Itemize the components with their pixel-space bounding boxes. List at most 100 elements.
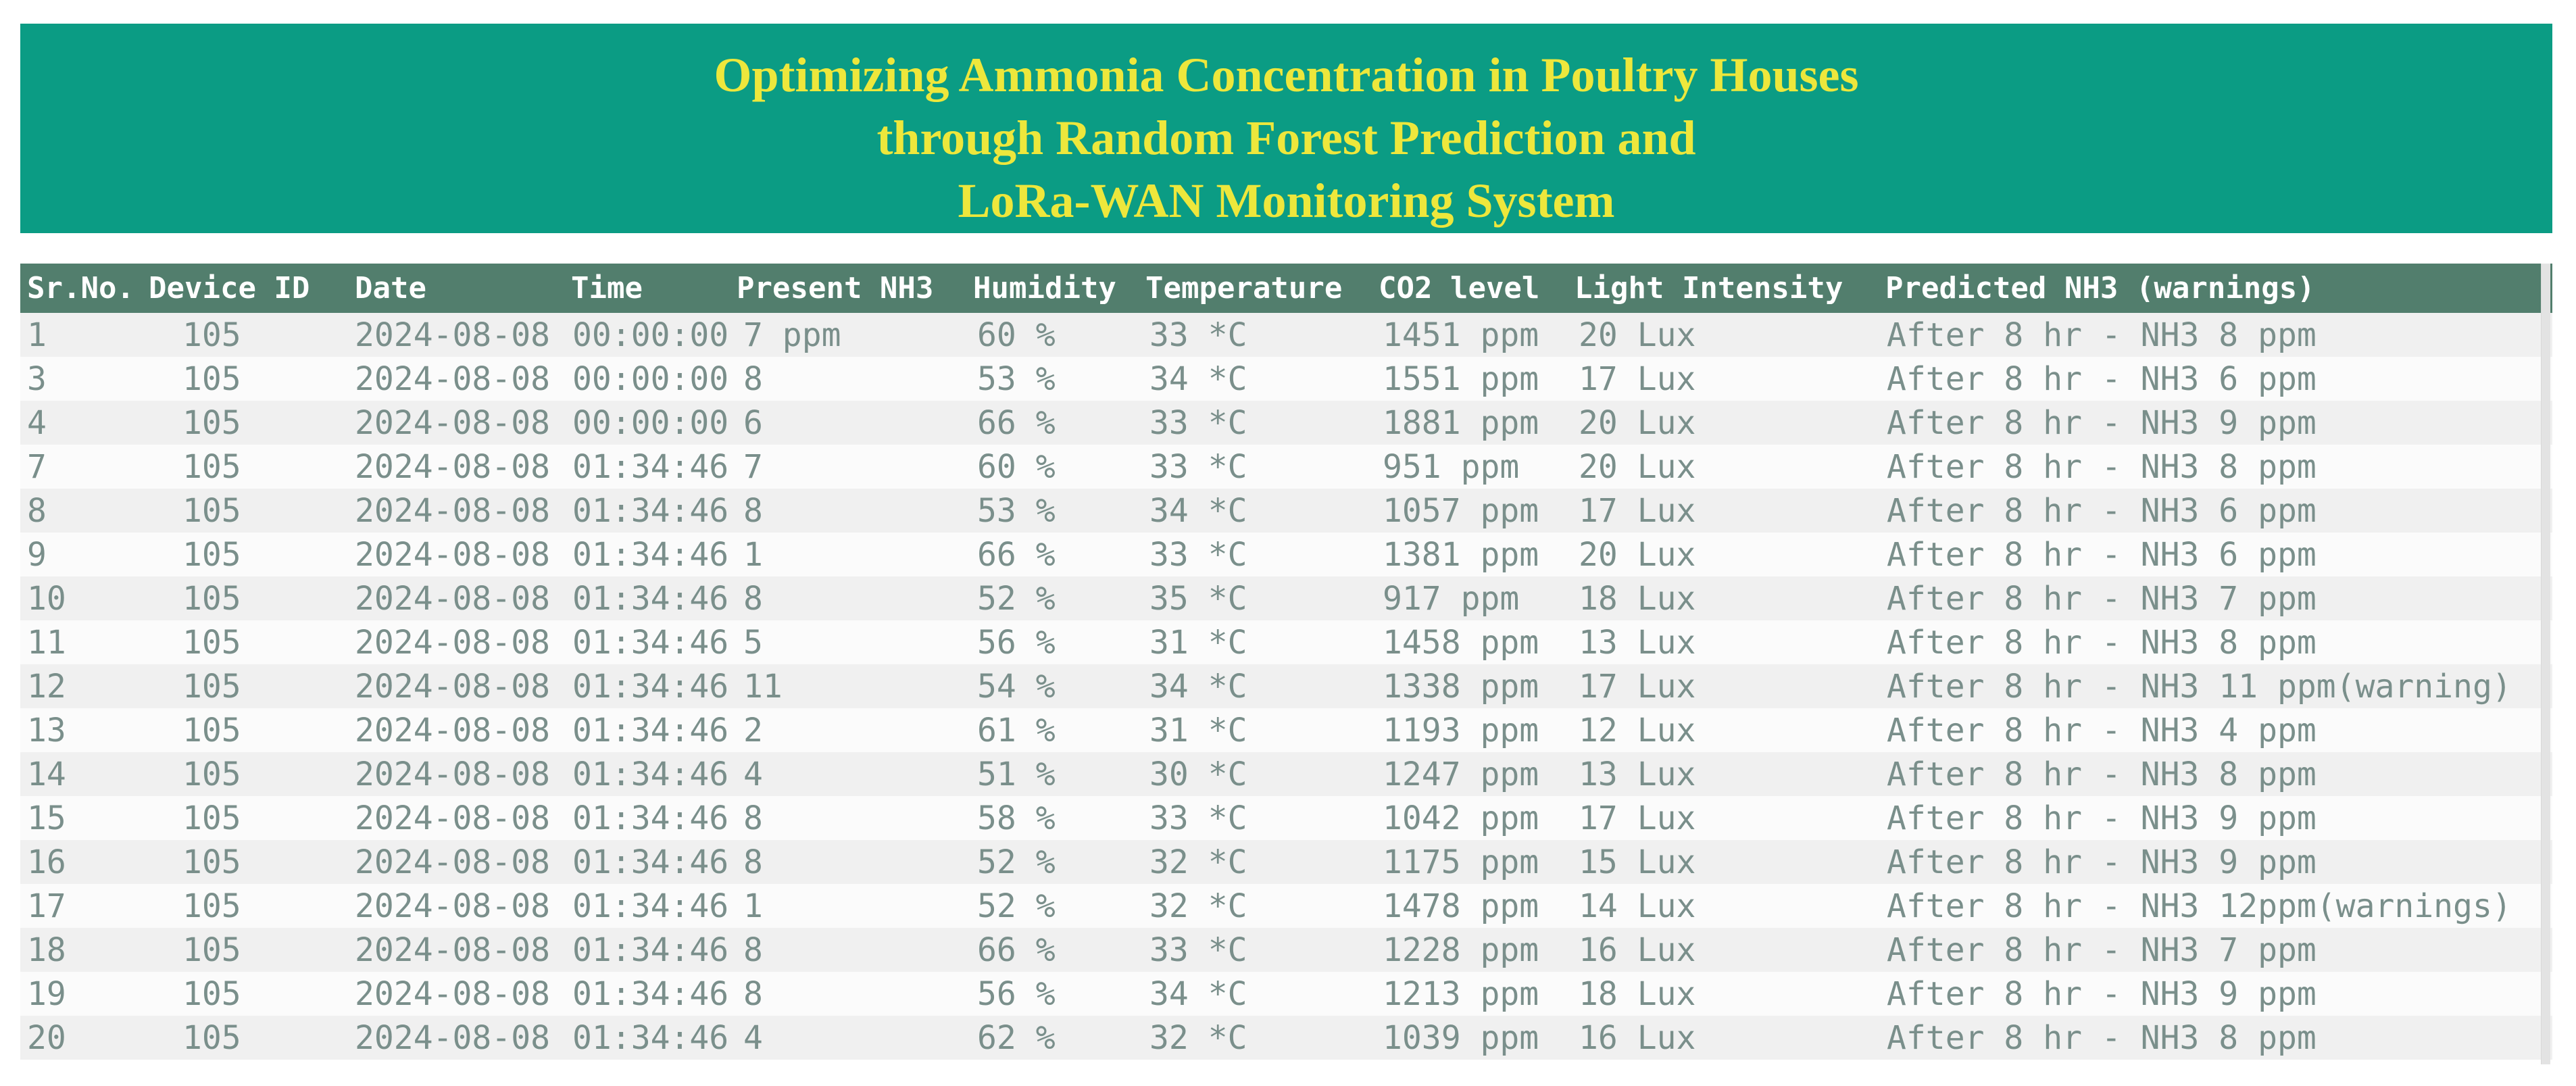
table-row: 11 105 2024-08-08 01:34:46 5 56 % 31 *C 1458 pp… [20, 620, 2552, 664]
cell-device-id: 105 [182, 667, 241, 706]
column-header-present-nh3: Present NH3 [730, 264, 966, 313]
cell-humidity: 61 % [977, 711, 1056, 749]
column-header-device-id: Device ID [142, 264, 348, 313]
cell-sr-no: 9 [27, 535, 47, 574]
cell-device-id: 105 [182, 843, 241, 881]
cell-humidity: 51 % [977, 755, 1056, 793]
cell-light-intensity: 17 Lux [1579, 799, 1696, 837]
cell-humidity: 54 % [977, 667, 1056, 706]
cell-humidity: 52 % [977, 579, 1056, 618]
cell-light-intensity: 20 Lux [1579, 447, 1696, 486]
cell-date: 2024-08-08 [355, 974, 550, 1013]
cell-present-nh3: 8 [743, 491, 763, 530]
cell-date: 2024-08-08 [355, 316, 550, 354]
cell-light-intensity: 17 Lux [1579, 491, 1696, 530]
cell-present-nh3: 1 [743, 535, 763, 574]
table-row: 12 105 2024-08-08 01:34:46 11 54 % 34 *C 1338 p… [20, 664, 2552, 708]
cell-device-id: 105 [182, 535, 241, 574]
cell-date: 2024-08-08 [355, 931, 550, 969]
cell-device-id: 105 [182, 931, 241, 969]
cell-co2-level: 1458 ppm [1383, 623, 1539, 662]
cell-co2-level: 1057 ppm [1383, 491, 1539, 530]
cell-present-nh3: 8 [743, 360, 763, 398]
table-body: 1 105 2024-08-08 00:00:00 7 ppm 60 % 33 *C 1451… [20, 313, 2552, 1060]
cell-date: 2024-08-08 [355, 711, 550, 749]
cell-date: 2024-08-08 [355, 579, 550, 618]
cell-present-nh3: 7 ppm [743, 316, 841, 354]
cell-temperature: 33 *C [1149, 316, 1247, 354]
sensor-table-container: Sr.No. Device ID Date Time Present NH3 Humidi… [20, 264, 2552, 1060]
cell-predicted-nh3-warnings: After 8 hr - NH3 6 ppm [1887, 360, 2317, 398]
cell-predicted-nh3-warnings: After 8 hr - NH3 9 ppm [1887, 799, 2317, 837]
cell-sr-no: 16 [27, 843, 66, 881]
table-row: 17 105 2024-08-08 01:34:46 1 52 % 32 *C 1478 pp… [20, 884, 2552, 928]
cell-light-intensity: 13 Lux [1579, 623, 1696, 662]
cell-predicted-nh3-warnings: After 8 hr - NH3 9 ppm [1887, 843, 2317, 881]
cell-temperature: 33 *C [1149, 535, 1247, 574]
cell-time: 01:34:46 [572, 623, 729, 662]
cell-light-intensity: 17 Lux [1579, 360, 1696, 398]
cell-sr-no: 19 [27, 974, 66, 1013]
cell-predicted-nh3-warnings: After 8 hr - NH3 8 ppm [1887, 1018, 2317, 1057]
cell-date: 2024-08-08 [355, 447, 550, 486]
cell-temperature: 32 *C [1149, 887, 1247, 925]
table-row: 10 105 2024-08-08 01:34:46 8 52 % 35 *C 917 ppm… [20, 576, 2552, 620]
cell-sr-no: 15 [27, 799, 66, 837]
cell-present-nh3: 4 [743, 1018, 763, 1057]
cell-time: 01:34:46 [572, 667, 729, 706]
cell-humidity: 52 % [977, 843, 1056, 881]
table-row: 18 105 2024-08-08 01:34:46 8 66 % 33 *C 1228 pp… [20, 928, 2552, 972]
cell-present-nh3: 8 [743, 931, 763, 969]
page-title-line-3: LoRa-WAN Monitoring System [958, 174, 1615, 228]
cell-time: 00:00:00 [572, 316, 729, 354]
cell-temperature: 33 *C [1149, 403, 1247, 442]
column-header-predicted-nh3-warnings: Predicted NH3 (warnings) [1879, 264, 2552, 313]
cell-co2-level: 1478 ppm [1383, 887, 1539, 925]
cell-humidity: 60 % [977, 447, 1056, 486]
cell-temperature: 32 *C [1149, 843, 1247, 881]
cell-sr-no: 14 [27, 755, 66, 793]
cell-date: 2024-08-08 [355, 535, 550, 574]
cell-predicted-nh3-warnings: After 8 hr - NH3 7 ppm [1887, 931, 2317, 969]
cell-device-id: 105 [182, 360, 241, 398]
cell-device-id: 105 [182, 403, 241, 442]
cell-device-id: 105 [182, 799, 241, 837]
cell-sr-no: 17 [27, 887, 66, 925]
cell-humidity: 58 % [977, 799, 1056, 837]
cell-light-intensity: 20 Lux [1579, 316, 1696, 354]
cell-sr-no: 20 [27, 1018, 66, 1057]
vertical-scrollbar[interactable] [2541, 264, 2550, 1064]
cell-co2-level: 1881 ppm [1383, 403, 1539, 442]
cell-predicted-nh3-warnings: After 8 hr - NH3 11 ppm(warning) [1887, 667, 2512, 706]
cell-time: 01:34:46 [572, 843, 729, 881]
cell-present-nh3: 1 [743, 887, 763, 925]
cell-sr-no: 18 [27, 931, 66, 969]
cell-light-intensity: 15 Lux [1579, 843, 1696, 881]
cell-co2-level: 1193 ppm [1383, 711, 1539, 749]
cell-device-id: 105 [182, 974, 241, 1013]
cell-sr-no: 3 [27, 360, 47, 398]
cell-predicted-nh3-warnings: After 8 hr - NH3 8 ppm [1887, 447, 2317, 486]
cell-sr-no: 12 [27, 667, 66, 706]
cell-present-nh3: 8 [743, 799, 763, 837]
cell-present-nh3: 4 [743, 755, 763, 793]
cell-temperature: 33 *C [1149, 799, 1247, 837]
cell-humidity: 56 % [977, 974, 1056, 1013]
cell-time: 01:34:46 [572, 755, 729, 793]
cell-time: 00:00:00 [572, 403, 729, 442]
column-header-humidity: Humidity [966, 264, 1139, 313]
table-row: 3 105 2024-08-08 00:00:00 8 53 % 34 *C 1551 ppm… [20, 357, 2552, 401]
cell-device-id: 105 [182, 579, 241, 618]
cell-predicted-nh3-warnings: After 8 hr - NH3 6 ppm [1887, 535, 2317, 574]
cell-humidity: 66 % [977, 403, 1056, 442]
page-title-line-1: Optimizing Ammonia Concentration in Poul… [714, 48, 1859, 102]
cell-co2-level: 1338 ppm [1383, 667, 1539, 706]
cell-present-nh3: 8 [743, 974, 763, 1013]
cell-time: 01:34:46 [572, 491, 729, 530]
cell-present-nh3: 11 [743, 667, 783, 706]
cell-light-intensity: 20 Lux [1579, 403, 1696, 442]
cell-device-id: 105 [182, 316, 241, 354]
cell-temperature: 34 *C [1149, 360, 1247, 398]
cell-humidity: 53 % [977, 360, 1056, 398]
cell-light-intensity: 17 Lux [1579, 667, 1696, 706]
